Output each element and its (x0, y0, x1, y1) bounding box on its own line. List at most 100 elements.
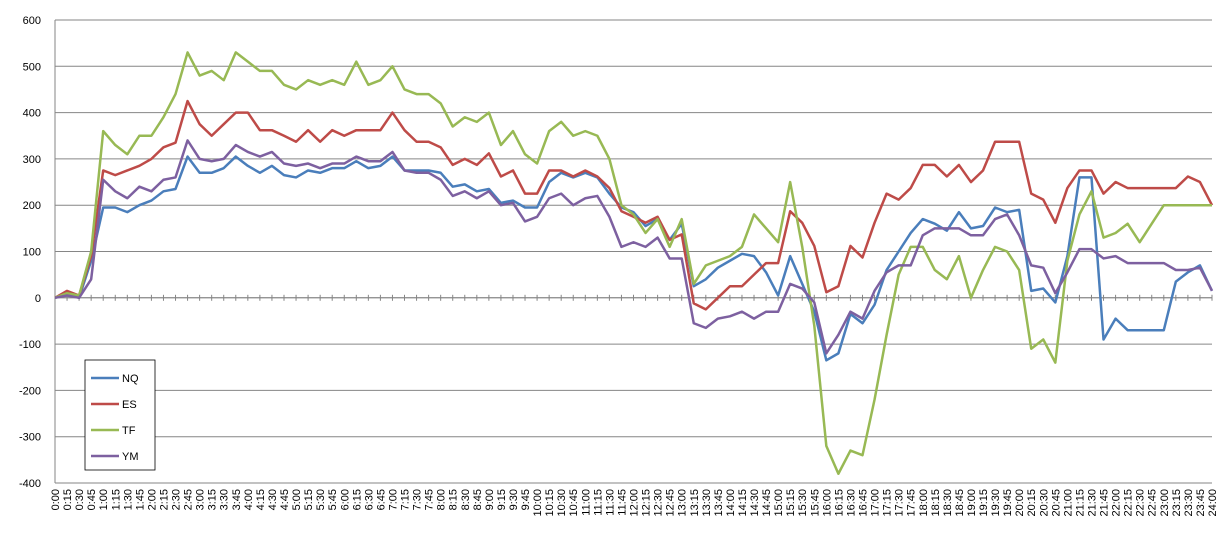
x-tick-label: 12:15 (641, 489, 653, 517)
x-tick-label: 21:30 (1086, 489, 1098, 517)
x-tick-label: 23:30 (1183, 489, 1195, 517)
x-tick-label: 23:00 (1159, 489, 1171, 517)
x-tick-label: 19:00 (966, 489, 978, 517)
x-tick-label: 12:45 (665, 489, 677, 517)
x-tick-label: 12:30 (653, 489, 665, 517)
x-tick-label: 17:00 (870, 489, 882, 517)
x-tick-label: 5:15 (303, 489, 315, 510)
x-tick-label: 21:45 (1099, 489, 1111, 517)
series-line (54, 51, 1212, 475)
y-tick-label: 100 (23, 247, 41, 259)
y-tick-label: -200 (19, 385, 41, 397)
x-tick-label: 20:45 (1050, 489, 1062, 517)
x-tick-label: 16:45 (857, 489, 869, 517)
x-tick-label: 16:30 (845, 489, 857, 517)
y-tick-label: -100 (19, 339, 41, 351)
legend-label: ES (122, 399, 137, 411)
x-tick-label: 1:30 (122, 489, 134, 510)
x-tick-label: 23:15 (1171, 489, 1183, 517)
y-tick-label: -400 (19, 478, 41, 490)
legend-label: NQ (122, 373, 139, 385)
x-tick-label: 20:30 (1038, 489, 1050, 517)
x-tick-label: 13:45 (713, 489, 725, 517)
x-tick-label: 17:30 (894, 489, 906, 517)
x-tick-label: 20:15 (1026, 489, 1038, 517)
x-tick-label: 15:15 (785, 489, 797, 517)
x-tick-label: 8:30 (460, 489, 472, 510)
x-tick-label: 21:15 (1074, 489, 1086, 517)
x-tick-label: 3:30 (219, 489, 231, 510)
x-tick-label: 11:45 (616, 489, 628, 516)
x-tick-label: 2:00 (146, 489, 158, 510)
x-tick-label: 10:45 (568, 489, 580, 517)
x-tick-label: 3:45 (231, 489, 243, 510)
x-tick-label: 1:00 (98, 489, 110, 510)
x-tick-label: 0:15 (62, 489, 74, 510)
x-tick-label: 11:15 (592, 489, 604, 516)
x-tick-label: 19:15 (978, 489, 990, 517)
x-tick-label: 4:30 (267, 489, 279, 510)
x-tick-label: 16:00 (821, 489, 833, 517)
x-tick-label: 17:15 (882, 489, 894, 517)
legend-label: YM (122, 451, 139, 463)
x-tick-label: 6:00 (339, 489, 351, 510)
x-tick-label: 5:00 (291, 489, 303, 510)
x-tick-label: 15:30 (797, 489, 809, 517)
x-tick-label: 9:00 (484, 489, 496, 510)
x-tick-label: 4:00 (243, 489, 255, 510)
x-tick-label: 14:15 (737, 489, 749, 517)
x-tick-label: 19:45 (1002, 489, 1014, 517)
x-tick-label: 4:45 (279, 489, 291, 510)
x-tick-label: 2:15 (158, 489, 170, 510)
y-tick-label: 500 (23, 61, 41, 73)
x-tick-label: 18:15 (930, 489, 942, 517)
x-tick-label: 1:45 (134, 489, 146, 510)
x-tick-label: 7:00 (387, 489, 399, 510)
x-tick-label: 7:15 (400, 489, 412, 510)
x-tick-label: 22:00 (1111, 489, 1123, 517)
x-tick-label: 2:45 (183, 489, 195, 510)
x-tick-label: 12:00 (629, 489, 641, 517)
x-tick-label: 8:15 (448, 489, 460, 510)
x-tick-label: 6:30 (363, 489, 375, 510)
x-tick-label: 4:15 (255, 489, 267, 510)
x-tick-label: 13:00 (677, 489, 689, 517)
x-tick-label: 0:30 (74, 489, 86, 510)
x-tick-label: 3:15 (207, 489, 219, 510)
x-tick-label: 18:00 (918, 489, 930, 517)
x-tick-label: 15:00 (773, 489, 785, 517)
x-tick-label: 5:30 (315, 489, 327, 510)
series-line (54, 99, 1214, 311)
legend-box (84, 359, 156, 471)
x-tick-label: 11:00 (580, 489, 592, 516)
x-tick-label: 20:00 (1014, 489, 1026, 517)
series-line (54, 155, 1214, 362)
x-tick-label: 23:45 (1195, 489, 1207, 517)
x-tick-label: 14:45 (761, 489, 773, 517)
x-tick-label: 17:45 (906, 489, 918, 517)
y-tick-label: 600 (23, 15, 41, 27)
x-tick-label: 13:15 (689, 489, 701, 517)
x-tick-label: 19:30 (990, 489, 1002, 517)
x-tick-label: 2:30 (171, 489, 183, 510)
x-tick-label: 18:30 (942, 489, 954, 517)
x-tick-label: 9:15 (496, 489, 508, 510)
y-tick-label: 0 (35, 293, 41, 305)
y-tick-label: 300 (23, 154, 41, 166)
x-tick-label: 9:45 (520, 489, 532, 510)
y-tick-label: 400 (23, 108, 41, 120)
x-tick-label: 5:45 (327, 489, 339, 510)
x-tick-label: 0:00 (50, 489, 62, 510)
x-tick-label: 11:30 (604, 489, 616, 516)
x-tick-label: 7:30 (412, 489, 424, 510)
x-tick-label: 16:15 (833, 489, 845, 517)
x-tick-label: 3:00 (195, 489, 207, 510)
x-tick-label: 14:30 (749, 489, 761, 517)
x-tick-label: 9:30 (508, 489, 520, 510)
x-tick-label: 24:00 (1207, 489, 1219, 517)
x-tick-label: 22:15 (1123, 489, 1135, 517)
legend-label: TF (122, 425, 136, 437)
x-tick-label: 18:45 (954, 489, 966, 517)
